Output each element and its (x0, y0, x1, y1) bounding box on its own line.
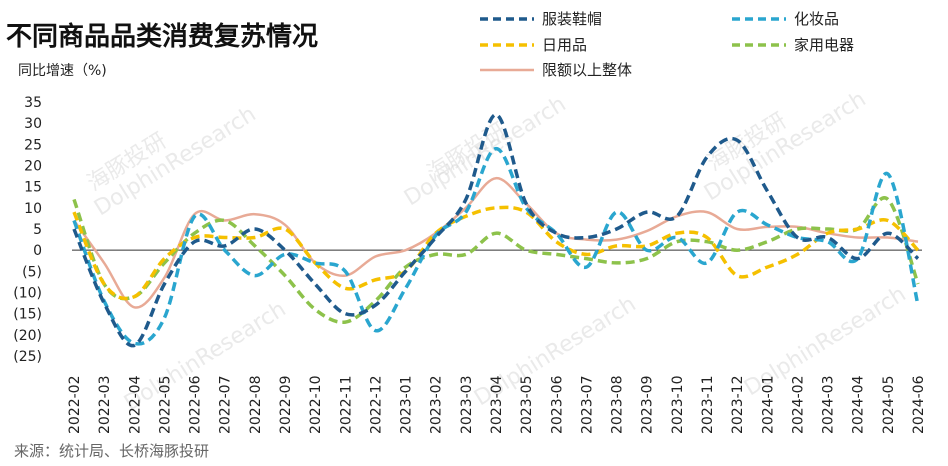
x-tick-label: 2023-05 (519, 376, 535, 435)
legend-label-3: 家用电器 (794, 36, 855, 54)
y-tick-label: 30 (24, 116, 42, 132)
x-tick-label: 2024-05 (881, 376, 897, 435)
x-tick-label: 2023-08 (610, 376, 626, 435)
x-tick-label: 2023-04 (489, 375, 505, 434)
x-tick-label: 2022-09 (278, 376, 294, 435)
legend-item-0: 服装鞋帽 (478, 8, 602, 29)
y-tick-label: 25 (24, 137, 42, 153)
x-tick-label: 2024-01 (760, 376, 776, 435)
legend-swatch-2 (480, 42, 534, 47)
x-tick-label: 2023-02 (429, 376, 445, 435)
y-axis-label: 同比增速（%) (18, 63, 107, 79)
x-tick-label: 2023-12 (730, 376, 746, 435)
x-tick-label: 2023-09 (640, 376, 656, 435)
legend-swatch-4 (480, 68, 534, 71)
y-tick-label: (15) (13, 307, 42, 323)
y-tick-label: 35 (24, 95, 42, 111)
y-tick-label: 15 (24, 180, 42, 196)
chart-title: 不同商品品类消费复苏情况 (6, 22, 319, 52)
y-tick-label: (25) (13, 349, 42, 365)
x-tick-label: 2024-02 (790, 376, 806, 435)
y-tick-label: 10 (24, 201, 42, 217)
legend-swatch-3 (732, 42, 786, 47)
y-tick-label: (10) (13, 286, 42, 302)
legend-label-0: 服装鞋帽 (542, 10, 603, 28)
series-line-0 (72, 112, 920, 348)
x-tick-label: 2023-06 (549, 375, 565, 434)
x-tick-label: 2023-11 (700, 376, 716, 435)
x-tick-label: 2022-07 (218, 376, 234, 435)
x-tick-label: 2022-08 (248, 376, 264, 435)
legend-item-3: 家用电器 (730, 34, 854, 55)
x-tick-label: 2023-01 (399, 376, 415, 435)
x-tick-label: 2024-04 (851, 375, 867, 434)
x-tick-label: 2022-11 (338, 376, 354, 435)
y-tick-label: 5 (33, 222, 42, 238)
legend-item-1: 化妆品 (730, 8, 839, 29)
legend-item-4: 限额以上整体 (478, 59, 632, 80)
x-tick-label: 2022-05 (157, 376, 173, 435)
series-line-4 (72, 176, 919, 309)
y-tick-label: 0 (33, 243, 42, 259)
legend-swatch-1 (732, 16, 786, 21)
x-tick-label: 2022-03 (97, 376, 113, 435)
series-line-1 (72, 146, 920, 346)
x-tick-label: 2022-12 (368, 376, 384, 435)
x-tick-label: 2023-10 (670, 376, 686, 435)
legend-label-4: 限额以上整体 (542, 61, 633, 79)
x-tick-label: 2023-03 (459, 375, 475, 434)
legend-label-1: 化妆品 (794, 10, 840, 28)
x-tick-label: 2022-06 (188, 375, 204, 434)
x-tick-label: 2024-03 (821, 376, 837, 435)
y-tick-label: (20) (13, 328, 42, 344)
source-note: 来源：统计局、长桥海豚投研 (14, 442, 210, 460)
x-tick-label: 2024-06 (911, 375, 927, 434)
x-tick-label: 2022-10 (308, 376, 324, 435)
x-tick-label: 2023-07 (579, 376, 595, 435)
x-tick-label: 2022-02 (67, 376, 83, 435)
series-line-2 (72, 205, 920, 301)
legend-item-2: 日用品 (478, 34, 587, 55)
x-tick-label: 2022-04 (127, 375, 143, 434)
legend-swatch-0 (480, 16, 534, 21)
y-tick-label: 20 (24, 159, 42, 175)
legend-label-2: 日用品 (542, 36, 588, 54)
series-line-3 (72, 196, 920, 325)
y-tick-label: (5) (22, 264, 42, 280)
